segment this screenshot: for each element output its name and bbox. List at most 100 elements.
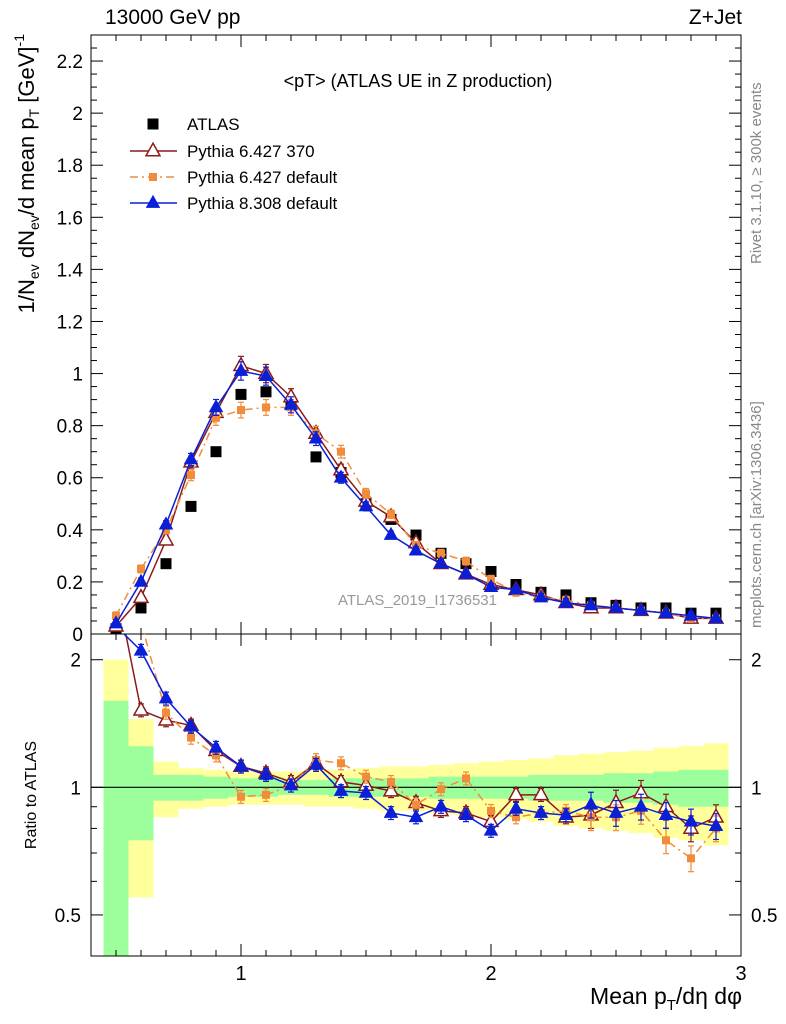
band-inner-bin — [703, 769, 729, 807]
pythia-8-308-default-point — [308, 430, 324, 444]
ratio-pythia-6-427-default-point — [437, 785, 445, 794]
pythia-8-308-default-point — [358, 498, 374, 512]
ratio-pythia-6-427-370-point — [507, 785, 525, 801]
ratio-pythia-8-308-default-point — [708, 817, 724, 831]
atlas-point — [210, 446, 222, 458]
y-tick-label: 0.8 — [57, 417, 83, 438]
atlas-point — [310, 451, 322, 463]
pythia-6-427-370-point — [157, 530, 175, 546]
legend-marker — [145, 194, 161, 208]
ratio-pythia-6-427-default-point — [212, 751, 220, 760]
ratio-pythia-6-427-370-point — [132, 700, 150, 716]
ratio-pythia-6-427-370-point — [532, 785, 550, 801]
legend-marker-atlas — [147, 118, 159, 130]
pythia-6-427-370-line — [115, 364, 716, 627]
legend-marker — [149, 173, 157, 181]
pythia-6-427-default-point — [337, 447, 345, 456]
x-axis-title: Mean pT/dη dφ — [590, 983, 742, 1014]
y-tick-label: 1.2 — [57, 312, 83, 333]
pythia-6-427-default-point — [187, 471, 195, 480]
y-tick-label: 0.2 — [57, 573, 83, 594]
pythia-6-427-default-point — [387, 510, 395, 519]
ratio-pythia-8-308-default-point — [358, 784, 374, 798]
pythia-8-308-default-point — [258, 367, 274, 382]
ratio-pythia-8-308-default-point — [208, 739, 224, 753]
ratio-pythia-8-308-default-point — [533, 804, 549, 818]
pythia-8-308-default-point — [608, 599, 624, 613]
ratio-pythia-8-308-default-point — [233, 758, 249, 772]
ratio-pythia-8-308-default-point — [483, 822, 499, 836]
pythia-8-308-default-point — [108, 615, 124, 629]
ratio-pythia-8-308-default-point — [283, 777, 299, 791]
pythia-8-308-default-point — [583, 597, 599, 611]
axis-text-layer: 1 2 3 0 0.2 0.4 0.6 0.8 1 1.2 1.4 1.6 1.8 2 2.2 0.5 0.5 1… — [11, 34, 777, 1014]
ratio-pythia-6-427-default-point — [687, 854, 695, 863]
pythia-8-308-default-point — [558, 594, 574, 608]
ratio-pythia-8-308-default-point — [683, 813, 699, 827]
ratio-pythia-6-427-default-point — [462, 774, 470, 783]
ratio-y-tick-label: 0.5 — [55, 906, 81, 927]
ratio-y-tick-label: 1 — [70, 778, 81, 799]
ratio-pythia-6-427-370-point — [109, 577, 123, 590]
pythia-8-308-default-point — [133, 573, 149, 587]
y-tick-label: 0.6 — [57, 469, 83, 490]
ratio-pythia-8-308-default-point — [408, 809, 424, 823]
ratio-pythia-8-308-default-point — [583, 796, 599, 810]
atlas-point — [135, 602, 147, 614]
ratio-uncertainty-bands — [103, 659, 729, 956]
analysis-watermark: ATLAS_2019_I1736531 — [338, 592, 497, 609]
atlas-point — [160, 558, 172, 570]
process-label: Z+Jet — [688, 6, 742, 29]
atlas-point — [260, 386, 272, 398]
atlas-point — [485, 565, 497, 577]
ratio-y-tick-label-right: 1 — [751, 778, 762, 799]
pythia-8-308-default-point — [208, 399, 224, 413]
pythia-6-427-default-point — [137, 564, 145, 573]
ratio-pythia-8-308-default-point — [308, 756, 324, 770]
pythia-6-427-default-point — [437, 549, 445, 558]
legend-label: ATLAS — [187, 115, 240, 134]
plot-frames — [90, 34, 742, 957]
y-tick-label: 0.4 — [57, 521, 84, 542]
ratio-pythia-8-308-default-point — [458, 806, 474, 820]
main-series-group — [107, 355, 725, 634]
ratio-pythia-6-427-default-point — [262, 790, 270, 799]
ratio-pythia-8-308-default-point — [333, 782, 349, 796]
x-tick-label: 1 — [235, 963, 246, 985]
legend: ATLAS Pythia 6.427 370 Pythia 6.427 defaul… — [130, 115, 338, 213]
rivet-label: Rivet 3.1.10, ≥ 300k events — [748, 82, 765, 264]
x-tick-label: 3 — [735, 963, 746, 985]
ratio-series-group — [109, 577, 725, 873]
legend-label: Pythia 8.308 default — [187, 194, 338, 213]
pythia-8-308-default-point — [483, 578, 499, 592]
pythia-8-308-default-point — [283, 396, 299, 410]
pythia-8-308-default-point — [533, 589, 549, 603]
ratio-pythia-6-427-default-point — [412, 800, 420, 809]
ratio-pythia-6-427-default-point — [162, 708, 170, 717]
x-tick-label: 2 — [485, 963, 496, 985]
pythia-8-308-default-point — [233, 362, 249, 376]
ratio-y-axis-title: Ratio to ATLAS — [23, 741, 40, 849]
series-layer — [107, 355, 725, 873]
ratio-pythia-6-427-default-point — [487, 806, 495, 815]
legend-marker — [144, 141, 162, 157]
ratio-pythia-8-308-default-point — [433, 798, 449, 812]
ratio-pythia-8-308-default-point — [633, 798, 649, 812]
band-inner-bin — [678, 769, 704, 807]
ratio-pythia-6-427-default-point — [137, 618, 145, 626]
y-tick-label: 1.8 — [57, 156, 83, 177]
ratio-pythia-8-308-default-point — [158, 690, 174, 704]
band-inner-bin — [103, 700, 129, 956]
ratio-pythia-6-427-default-point — [387, 777, 395, 786]
ratio-pythia-6-427-default-point — [512, 813, 520, 822]
ratio-pythia-6-427-default-point — [237, 792, 245, 801]
ratio-pythia-6-427-370-point — [382, 781, 400, 797]
pythia-8-308-default-point — [183, 451, 199, 465]
pythia-8-308-default-point — [683, 607, 699, 621]
pythia-8-308-default-point — [383, 526, 399, 540]
ratio-pythia-8-308-default-point — [258, 766, 274, 780]
ratio-pythia-6-427-default-point — [662, 836, 670, 845]
y-tick-label: 2.2 — [57, 52, 83, 73]
band-inner-bin — [128, 746, 154, 841]
